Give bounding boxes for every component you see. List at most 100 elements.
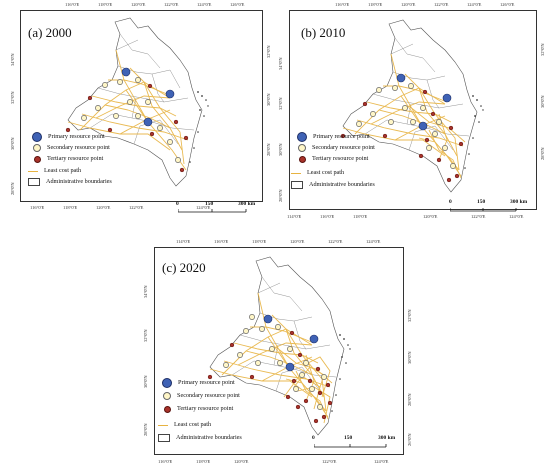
left-tick: 28°0'N xyxy=(143,423,148,436)
boundary-box-icon xyxy=(158,434,170,442)
scale-bar-a xyxy=(178,209,247,213)
primary-points xyxy=(121,67,175,127)
left-tick: 30°0'N xyxy=(143,375,148,388)
bottom-tick: 122°0'E xyxy=(129,205,144,210)
top-tick: 116°0'E xyxy=(214,239,229,244)
scale-label: 150 xyxy=(477,199,486,205)
panel-c: (c) 2020 114°0'E 116°0'E 118°0'E 120°0'E… xyxy=(140,238,415,469)
top-tick: 120°0'E xyxy=(131,2,146,7)
bottom-tick: 118°0'E xyxy=(63,205,78,210)
path-line-icon xyxy=(28,170,38,172)
map-a xyxy=(65,17,209,187)
right-tick: 28°0'N xyxy=(540,147,545,160)
left-tick: 28°0'N xyxy=(10,182,15,195)
top-tick: 126°0'E xyxy=(500,2,515,7)
left-tick: 34°0'N xyxy=(10,53,15,66)
map-b xyxy=(340,19,484,193)
scale-label: 0 xyxy=(449,199,452,205)
bottom-tick: 122°0'E xyxy=(471,214,486,219)
top-tick: 120°0'E xyxy=(290,239,305,244)
island-dots xyxy=(189,91,209,163)
bottom-tick: 120°0'E xyxy=(423,214,438,219)
right-tick: 30°0'N xyxy=(266,93,271,106)
scale-label: 300 km xyxy=(378,435,396,441)
left-tick: 32°0'N xyxy=(143,329,148,342)
secondary-point-icon xyxy=(298,144,306,152)
legend-b: Primary resource point Secondary resourc… xyxy=(291,132,427,192)
island-dots xyxy=(331,334,351,412)
tertiary-point-icon xyxy=(34,156,41,163)
scale-bar-b xyxy=(450,208,517,212)
legend-tertiary: Tertiary resource point xyxy=(299,156,368,163)
legend-admin: Administrative boundaries xyxy=(158,434,242,442)
path-line-icon xyxy=(158,424,168,426)
right-tick: 32°0'N xyxy=(540,43,545,56)
left-tick: 30°0'N xyxy=(10,137,15,150)
legend-a: Primary resource point Secondary resourc… xyxy=(28,132,162,192)
top-tick: 118°0'E xyxy=(98,2,113,7)
top-tick: 116°0'E xyxy=(65,2,80,7)
top-tick: 120°0'E xyxy=(401,2,416,7)
right-tick: 30°0'N xyxy=(540,95,545,108)
right-tick: 30°0'N xyxy=(407,351,412,364)
legend-path: Least cost path xyxy=(158,421,211,428)
secondary-point-icon xyxy=(33,144,41,152)
panel-title-a: (a) 2000 xyxy=(28,25,72,40)
left-tick: 28°0'N xyxy=(278,189,283,202)
panel-b: (b) 2010 116°0'E 118°0'E 120°0'E 122°0'E… xyxy=(275,0,550,235)
bottom-tick: 118°0'E xyxy=(196,459,211,464)
bottom-tick: 124°0'E xyxy=(509,214,524,219)
left-tick: 34°0'N xyxy=(278,57,283,70)
left-tick: 34°0'N xyxy=(143,285,148,298)
bottom-tick: 124°0'E xyxy=(196,205,211,210)
legend-secondary: Secondary resource point xyxy=(298,144,375,152)
scale-bar-c xyxy=(314,444,387,448)
left-tick: 32°0'N xyxy=(278,97,283,110)
scale-label: 150 xyxy=(205,201,214,207)
top-tick: 118°0'E xyxy=(368,2,383,7)
panel-a: (a) 2000 116°0'E 118°0'E 120°0'E 122°0'E… xyxy=(0,0,275,235)
primary-point-icon xyxy=(162,378,172,388)
bottom-tick: 114°0'E xyxy=(287,214,302,219)
secondary-point-icon xyxy=(163,392,171,400)
right-tick: 32°0'N xyxy=(407,309,412,322)
legend-tertiary: Tertiary resource point xyxy=(164,406,233,413)
legend-c: Primary resource point Secondary resourc… xyxy=(158,378,292,448)
tertiary-points xyxy=(340,89,464,183)
top-tick: 124°0'E xyxy=(197,2,212,7)
bottom-tick: 124°0'E xyxy=(374,459,389,464)
left-tick: 32°0'N xyxy=(10,91,15,104)
bottom-tick: 116°0'E xyxy=(30,205,45,210)
panel-title-b: (b) 2010 xyxy=(301,25,346,40)
right-tick: 32°0'N xyxy=(266,45,271,58)
secondary-points xyxy=(223,314,327,410)
legend-path: Least cost path xyxy=(291,169,344,176)
bottom-tick: 122°0'E xyxy=(322,459,337,464)
legend-admin: Administrative boundaries xyxy=(291,181,375,189)
scale-label: 150 xyxy=(344,435,353,441)
top-tick: 122°0'E xyxy=(328,239,343,244)
top-tick: 126°0'E xyxy=(230,2,245,7)
right-tick: 28°0'N xyxy=(266,143,271,156)
top-tick: 124°0'E xyxy=(366,239,381,244)
panel-title-c: (c) 2020 xyxy=(162,260,206,275)
legend-primary: Primary resource point xyxy=(32,132,105,142)
right-tick: 26°0'N xyxy=(407,433,412,446)
top-tick: 124°0'E xyxy=(467,2,482,7)
legend-primary: Primary resource point xyxy=(297,132,370,142)
boundary-box-icon xyxy=(28,178,40,186)
tertiary-point-icon xyxy=(299,156,306,163)
scale-label: 0 xyxy=(312,435,315,441)
bottom-tick: 118°0'E xyxy=(353,214,368,219)
top-tick: 114°0'E xyxy=(176,239,191,244)
scale-label: 300 km xyxy=(238,201,256,207)
secondary-points xyxy=(356,83,456,169)
primary-points xyxy=(396,73,452,131)
legend-primary: Primary resource point xyxy=(162,378,235,388)
bottom-tick: 120°0'E xyxy=(234,459,249,464)
top-tick: 116°0'E xyxy=(335,2,350,7)
legend-tertiary: Tertiary resource point xyxy=(34,156,103,163)
left-tick: 30°0'N xyxy=(278,143,283,156)
tertiary-points xyxy=(207,330,333,424)
primary-point-icon xyxy=(297,132,307,142)
